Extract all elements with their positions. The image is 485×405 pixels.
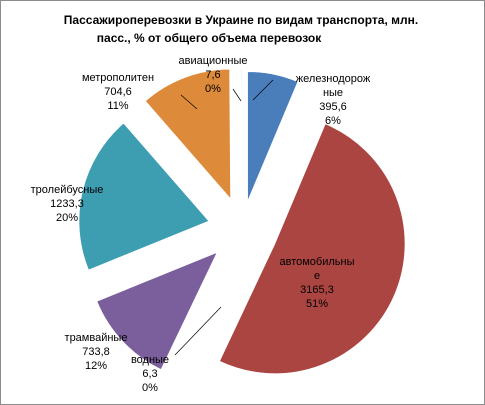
data-label-railway: железнодорож ные 395,6 6% <box>296 73 371 127</box>
data-label-railway-line-3: 395,6 <box>319 101 347 113</box>
leader-line-aviation <box>232 88 242 102</box>
data-label-water-line-1: водные <box>131 354 169 366</box>
leader-lines <box>174 79 274 356</box>
data-label-trolley: тролейбусные 1233,3 20% <box>31 184 104 224</box>
data-label-metro-line-3: 11% <box>107 100 128 112</box>
data-label-metro-line-2: 704,6 <box>104 86 132 98</box>
data-label-road-line-4: 51% <box>306 298 328 310</box>
data-label-trolley-line-3: 20% <box>56 212 78 224</box>
data-label-water: водные 6,3 0% <box>131 354 169 394</box>
data-label-railway-line-2: ные <box>323 87 343 99</box>
data-label-metro: метрополитен 704,6 11% <box>82 72 154 112</box>
pie-slice-water <box>168 264 226 384</box>
data-label-trolley-line-1: тролейбусные <box>31 184 104 196</box>
leader-line-metro <box>180 94 198 110</box>
data-label-tram-line-3: 12% <box>85 360 107 372</box>
data-label-aviation-line-1: авиационные <box>179 55 248 67</box>
pie-slice-tram <box>96 251 219 371</box>
leader-line-railway <box>252 79 274 101</box>
pie-slice-trolley <box>78 122 210 271</box>
leader-line-water <box>174 306 222 356</box>
data-label-railway-line-1: железнодорож <box>296 73 371 85</box>
pie-slices <box>78 68 406 384</box>
chart-title-line-2: пасс., % от общего объема перевозок <box>97 31 322 45</box>
chart-title-line-1: Пассажироперевозки в Украине по видам тр… <box>64 13 418 27</box>
data-label-road-line-1: автомобильны <box>279 256 354 268</box>
data-label-road-line-3: 3165,3 <box>300 284 334 296</box>
pie-slice-road <box>218 123 406 375</box>
data-label-trolley-line-2: 1233,3 <box>50 198 84 210</box>
pie-slice-metro <box>144 68 232 201</box>
data-label-aviation-line-3: 0% <box>205 83 221 95</box>
pie-slice-aviation <box>240 68 243 200</box>
data-label-road: автомобильны е 3165,3 51% <box>279 256 354 310</box>
data-label-aviation: авиационные 7,6 0% <box>179 55 248 95</box>
data-labels: железнодорож ные 395,6 6% автомобильны е 3165,… <box>31 55 371 394</box>
data-label-aviation-line-2: 7,6 <box>205 69 220 81</box>
data-label-metro-line-1: метрополитен <box>82 72 154 84</box>
data-label-tram: трамвайные 733,8 12% <box>65 332 128 372</box>
data-label-water-line-2: 6,3 <box>142 368 157 380</box>
data-label-tram-line-1: трамвайные <box>65 332 128 344</box>
data-label-tram-line-2: 733,8 <box>82 346 110 358</box>
data-label-water-line-3: 0% <box>142 382 158 394</box>
pie-slice-railway <box>247 71 299 202</box>
data-label-railway-line-4: 6% <box>325 115 341 127</box>
data-label-road-line-2: е <box>314 270 320 282</box>
